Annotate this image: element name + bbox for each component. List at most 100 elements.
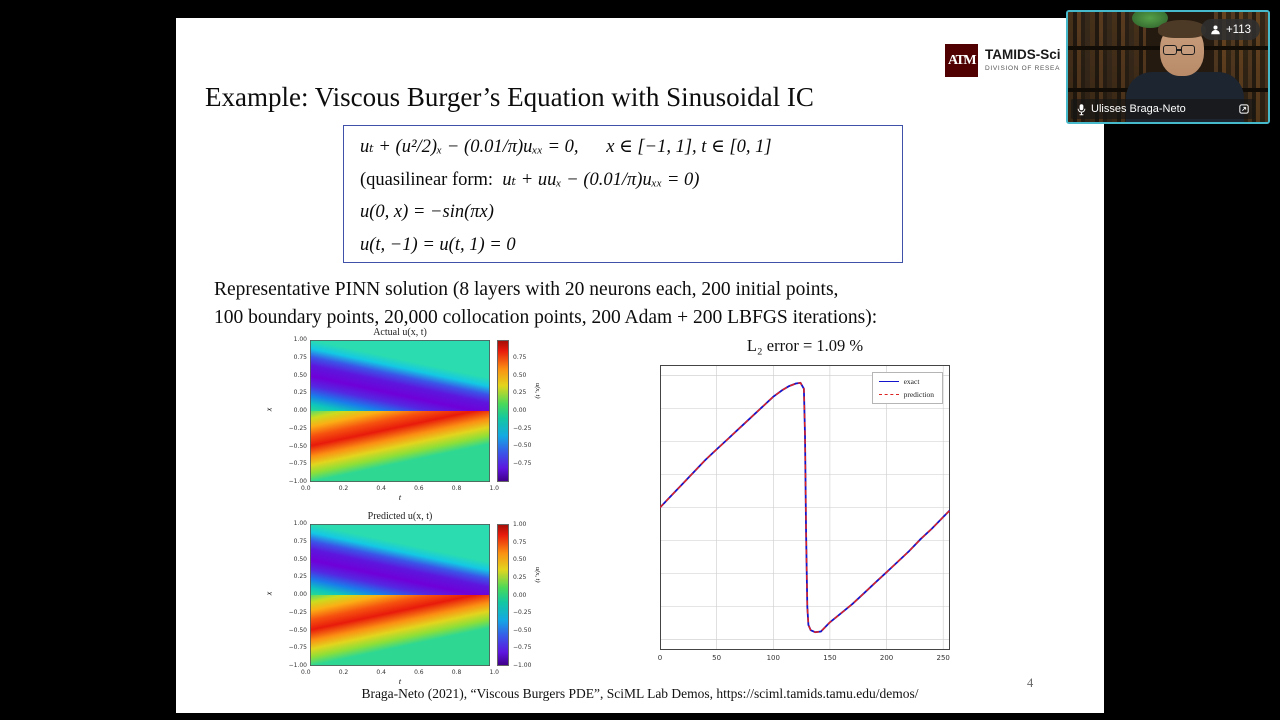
glasses-left-lens <box>1163 45 1177 55</box>
tick-label: 1.00 <box>513 521 527 528</box>
tick-label: 0.4 <box>376 669 386 676</box>
legend-swatch <box>878 381 899 382</box>
plot-title-actual: Actual u(x, t) <box>373 327 427 338</box>
predicted-x-ticks: 0.0 0.2 0.4 0.6 0.8 1.0 <box>301 669 499 676</box>
tick-label: 250 <box>936 654 950 662</box>
tick-label: 0.50 <box>513 556 527 564</box>
glasses-bridge <box>1177 49 1181 51</box>
tick-label: 0.25 <box>293 389 307 397</box>
tick-label: 0.8 <box>451 669 462 676</box>
microphone-icon <box>1077 103 1086 115</box>
body-line-1: Representative PINN solution (8 layers w… <box>214 279 839 300</box>
tick-label: 0.25 <box>513 573 527 581</box>
tick-label: −0.50 <box>513 626 532 634</box>
logo-org-name: TAMIDS-Sci <box>985 47 1061 62</box>
participants-count-badge[interactable]: +113 <box>1200 19 1260 40</box>
legend-swatch <box>878 394 899 395</box>
legend-item: prediction <box>878 390 934 399</box>
equation-quasilinear-math: uₜ + uuₓ − (0.01/π)uₓₓ = 0) <box>502 169 700 190</box>
tick-label: 1.0 <box>489 485 499 492</box>
actual-colorbar-label: u(x, t) <box>534 383 541 399</box>
tick-label: 1.00 <box>293 520 307 527</box>
tick-label: −1.00 <box>513 662 532 669</box>
predicted-x-axis-label: t <box>398 677 402 686</box>
actual-solution-panel: Actual u(x, t) 1.00 0.75 0.50 0.25 0.00 −0.25… <box>264 327 560 505</box>
tick-label: −0.75 <box>288 644 307 652</box>
tick-label: −0.50 <box>513 442 532 450</box>
tick-label: 0.00 <box>513 406 527 414</box>
tick-label: 0.75 <box>293 353 307 361</box>
colorbar-actual <box>497 340 509 482</box>
slide-title: Example: Viscous Burger’s Equation with … <box>205 82 814 112</box>
actual-x-ticks: 0.0 0.2 0.4 0.6 0.8 1.0 <box>301 485 499 492</box>
actual-colorbar-ticks: 0.75 0.50 0.25 0.00 −0.25 −0.50 −0.75 <box>513 354 537 467</box>
presenter-name: Ulisses Braga-Neto <box>1091 103 1186 115</box>
glasses-right-lens <box>1181 45 1195 55</box>
equation-quasilinear: (quasilinear form: uₜ + uuₓ − (0.01/π)uₓ… <box>360 164 902 197</box>
predicted-colorbar-label: u(x, t) <box>534 567 541 583</box>
predicted-y-ticks: 1.00 0.75 0.50 0.25 0.00 −0.25 −0.50 −0.75 −1.00 <box>276 520 307 669</box>
tick-label: 0.25 <box>513 389 527 397</box>
equation-quasilinear-label: (quasilinear form: <box>360 169 503 190</box>
legend-item: exact <box>878 377 934 386</box>
equation-initial-condition: u(0, x) = −sin(πx) <box>360 202 494 222</box>
tick-label: 50 <box>712 654 722 662</box>
tick-label: 150 <box>823 654 837 662</box>
actual-y-ticks: 1.00 0.75 0.50 0.25 0.00 −0.25 −0.50 −0.75 −1.00 <box>276 336 307 485</box>
tick-label: −0.25 <box>513 424 532 432</box>
heatmap-actual <box>310 340 490 482</box>
page-number: 4 <box>1027 676 1034 690</box>
tick-label: 0.0 <box>301 669 311 676</box>
tick-label: 1.0 <box>489 669 499 676</box>
tick-label: −0.50 <box>288 626 307 634</box>
tamu-logo-letters: ATM <box>947 52 977 68</box>
tick-label: 100 <box>766 654 780 662</box>
error-plot-x-ticks: 0 50 100 150 200 250 <box>657 654 950 664</box>
tick-label: 0.50 <box>513 371 527 379</box>
tick-label: 0.6 <box>414 669 424 676</box>
error-plot-title: L₂ error = 1.09 % <box>746 336 864 355</box>
tick-label: −0.25 <box>513 609 532 617</box>
colorbar-predicted <box>497 524 509 666</box>
exact-vs-prediction-plot <box>660 365 950 650</box>
tick-label: 0.25 <box>293 573 307 581</box>
tick-label: 0.00 <box>293 407 307 414</box>
equation-pde: uₜ + (u²/2)ₓ − (0.01/π)uₓₓ = 0, x ∈ [−1,… <box>360 137 772 157</box>
tick-label: −1.00 <box>288 478 307 485</box>
citation-footer: Braga-Neto (2021), “Viscous Burgers PDE”… <box>361 686 919 701</box>
tick-label: 0.00 <box>513 591 527 599</box>
equation-boundary-condition: u(t, −1) = u(t, 1) = 0 <box>360 234 516 255</box>
tick-label: 1.00 <box>293 336 307 343</box>
tick-label: 0.75 <box>513 538 527 546</box>
heatmap-predicted <box>310 524 490 666</box>
expand-video-icon[interactable] <box>1239 104 1249 114</box>
logo-text: TAMIDS-Sci DIVISION OF RESEA <box>985 44 1061 77</box>
tick-label: 0.50 <box>293 555 307 563</box>
logo-division: DIVISION OF RESEA <box>985 65 1061 72</box>
predicted-solution-panel: Predicted u(x, t) 1.00 0.75 0.50 0.25 0.00 −0… <box>264 511 560 689</box>
plot-title-predicted: Predicted u(x, t) <box>367 511 433 522</box>
actual-x-axis-label: t <box>398 493 402 502</box>
tamids-logo: ATM TAMIDS-Sci DIVISION OF RESEA <box>945 44 1061 77</box>
tick-label: 0.50 <box>293 371 307 379</box>
tick-label: 0.6 <box>414 485 424 492</box>
equation-box: uₜ + (u²/2)ₓ − (0.01/π)uₓₓ = 0, x ∈ [−1,… <box>343 125 903 263</box>
tick-label: −1.00 <box>288 662 307 669</box>
tick-label: 200 <box>879 654 894 662</box>
tick-label: 0.4 <box>376 485 386 492</box>
tick-label: −0.50 <box>288 442 307 450</box>
tick-label: 0.2 <box>338 485 349 492</box>
tick-label: 0 <box>657 654 663 662</box>
predicted-y-axis-label: x <box>264 591 274 596</box>
error-plot-panel: L₂ error = 1.09 % 0 50 100 150 200 250 exact p… <box>657 336 950 676</box>
actual-y-axis-label: x <box>264 407 274 412</box>
tick-label: 0.8 <box>451 485 462 492</box>
tick-label: −0.75 <box>513 644 532 652</box>
prediction-curve <box>660 381 950 633</box>
body-paragraph: Representative PINN solution (8 layers w… <box>214 276 877 331</box>
presenter-video-tile[interactable]: +113 Ulisses Braga-Neto <box>1066 10 1270 124</box>
tick-label: −0.25 <box>288 608 307 616</box>
plant <box>1132 12 1168 28</box>
presentation-slide: ATM TAMIDS-Sci DIVISION OF RESEA Example… <box>176 18 1104 713</box>
tick-label: −0.25 <box>288 424 307 432</box>
